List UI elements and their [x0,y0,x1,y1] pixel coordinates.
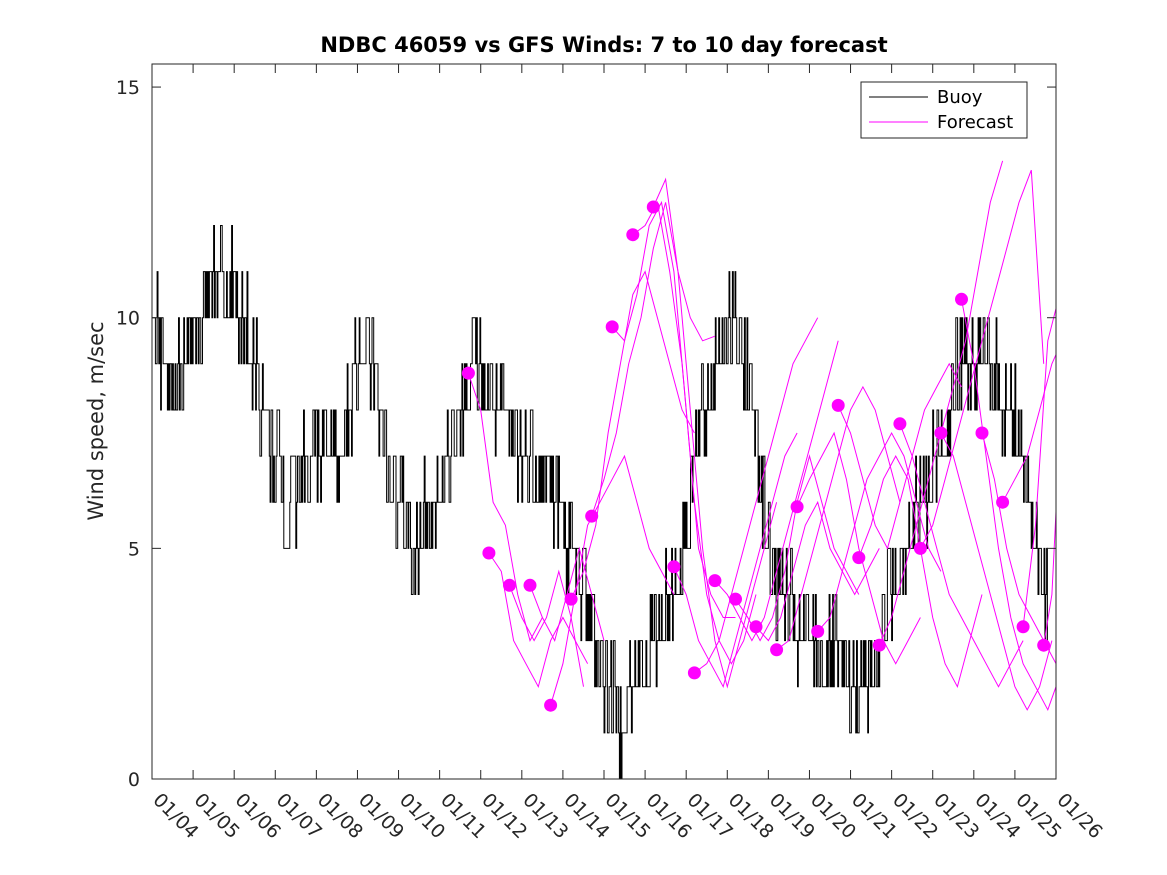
y-axis-label: Wind speed, m/sec [84,321,108,520]
forecast-marker [1037,638,1051,652]
forecast-line [817,431,942,632]
plot-area [151,63,1057,780]
forecast-marker [770,643,784,657]
forecast-line [591,202,716,517]
forecast-marker [749,620,763,634]
forecast-line [570,270,695,600]
forecast-line [673,432,798,689]
forecast-line [919,169,1045,549]
forecast-marker [687,666,701,680]
y-tick-label: 10 [116,308,140,330]
buoy-line [152,225,1048,779]
forecast-marker [996,495,1010,509]
forecast-line [694,317,819,674]
forecast-line [776,385,901,651]
legend: Buoy Forecast [860,81,1028,139]
forecast-marker [831,398,845,412]
forecast-line [550,454,675,706]
forecast-marker [564,592,578,606]
forecast-line [1002,354,1056,503]
legend-box [860,81,1028,139]
forecast-marker [790,500,804,514]
forecast-marker [811,624,825,638]
forecast-marker [893,417,907,431]
forecast-marker [852,551,866,565]
forecast-line [755,500,880,642]
forecast-line [1022,308,1056,627]
chart-title: NDBC 46059 vs GFS Winds: 7 to 10 day for… [320,33,887,57]
forecast-line [1043,511,1056,646]
forecast-marker [667,560,681,574]
forecast-marker [482,546,496,560]
y-tick-label: 5 [128,538,140,560]
forecast-line [940,432,1053,711]
forecast-marker [1016,620,1030,634]
forecast-marker [975,426,989,440]
forecast-marker [544,698,558,712]
y-tick-label: 15 [116,77,140,99]
forecast-line [796,431,921,665]
forecast-line [837,362,962,550]
forecast-marker [626,228,640,242]
legend-buoy-label: Buoy [937,87,983,108]
forecast-line [652,177,778,689]
forecast-line [714,340,839,642]
forecast-marker [934,426,948,440]
forecast-marker [646,200,660,214]
forecast-line [961,299,1056,712]
forecast-line [611,200,736,618]
forecast-marker [955,292,968,306]
forecast-marker [461,366,475,380]
forecast-marker [708,574,722,588]
forecast-marker [523,578,537,592]
y-axis: 0 5 10 15 [116,77,1056,791]
forecast-marker [913,541,927,555]
forecast-marker [872,638,886,652]
forecast-marker [729,592,742,606]
forecast-line [488,552,589,689]
y-tick-label: 0 [128,769,140,791]
forecast-line [467,372,543,642]
forecast-marker [605,320,619,334]
forecast-marker [585,509,599,523]
forecast-marker-layer [461,200,1051,712]
forecast-line [899,423,1024,688]
forecast-marker [503,578,516,592]
buoy-layer [152,225,1048,779]
legend-forecast-label: Forecast [937,112,1013,133]
